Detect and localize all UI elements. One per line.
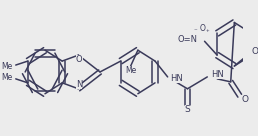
Text: N: N <box>76 80 83 89</box>
Text: HN: HN <box>170 74 183 83</box>
Text: Me: Me <box>1 62 12 71</box>
Text: O: O <box>76 55 83 64</box>
Text: O: O <box>252 47 258 56</box>
Text: O: O <box>200 24 206 33</box>
Text: S: S <box>184 105 190 114</box>
Text: O=N: O=N <box>177 35 197 44</box>
Text: ⁺: ⁺ <box>205 30 209 36</box>
Text: ⁻: ⁻ <box>194 28 197 34</box>
Text: Me: Me <box>1 73 12 82</box>
Text: HN: HN <box>211 70 224 79</box>
Text: Me: Me <box>125 67 136 75</box>
Text: O: O <box>241 95 248 104</box>
